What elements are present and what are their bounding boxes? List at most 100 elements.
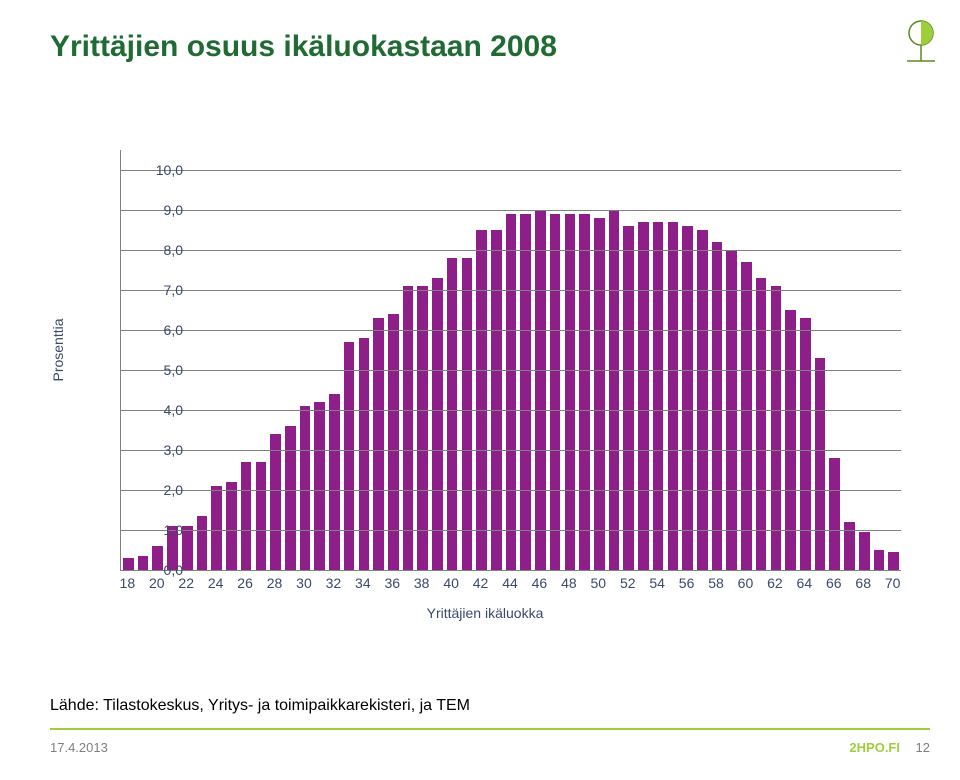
- gridline: [121, 330, 901, 331]
- x-tick-label: 48: [561, 575, 577, 591]
- x-tick-label: 30: [296, 575, 312, 591]
- gridline: [121, 290, 901, 291]
- footer-divider: [50, 728, 930, 730]
- bar: [668, 222, 679, 570]
- bar: [476, 230, 487, 570]
- bar: [432, 278, 443, 570]
- bar: [874, 550, 885, 570]
- gridline: [121, 370, 901, 371]
- x-tick-label: 40: [443, 575, 459, 591]
- x-tick-label: 68: [855, 575, 871, 591]
- x-tick-label: 20: [149, 575, 165, 591]
- footer-brand: 2HPO.FI: [849, 740, 900, 755]
- x-axis-label: Yrittäjien ikäluokka: [60, 605, 910, 621]
- y-tick-label: 8,0: [133, 242, 183, 258]
- y-tick-label: 10,0: [133, 162, 183, 178]
- x-tick-label: 64: [797, 575, 813, 591]
- y-tick-label: 3,0: [133, 442, 183, 458]
- bar: [182, 526, 193, 570]
- chart: Prosenttia Yrittäjien ikäluokka 0,01,02,…: [60, 140, 910, 640]
- footer-page: 12: [916, 740, 930, 755]
- bar: [285, 426, 296, 570]
- bar: [579, 214, 590, 570]
- bar: [594, 218, 605, 570]
- bar: [535, 210, 546, 570]
- x-tick-label: 58: [708, 575, 724, 591]
- bar: [888, 552, 899, 570]
- x-tick-label: 66: [826, 575, 842, 591]
- y-tick-label: 1,0: [133, 522, 183, 538]
- x-tick-label: 44: [502, 575, 518, 591]
- bar: [697, 230, 708, 570]
- bar: [300, 406, 311, 570]
- bar: [859, 532, 870, 570]
- bar: [491, 230, 502, 570]
- bar: [638, 222, 649, 570]
- bar: [800, 318, 811, 570]
- y-axis-label: Prosenttia: [50, 318, 66, 381]
- y-tick-label: 7,0: [133, 282, 183, 298]
- bar: [256, 462, 267, 570]
- x-tick-label: 56: [679, 575, 695, 591]
- gridline: [121, 530, 901, 531]
- x-tick-label: 62: [767, 575, 783, 591]
- bar: [520, 214, 531, 570]
- y-tick-label: 4,0: [133, 402, 183, 418]
- gridline: [121, 410, 901, 411]
- bar: [359, 338, 370, 570]
- bar: [314, 402, 325, 570]
- bar: [417, 286, 428, 570]
- bar: [771, 286, 782, 570]
- slide-title: Yrittäjien osuus ikäluokastaan 2008: [50, 30, 557, 64]
- x-tick-label: 54: [649, 575, 665, 591]
- bar: [506, 214, 517, 570]
- bar: [550, 214, 561, 570]
- bar: [211, 486, 222, 570]
- x-tick-label: 42: [473, 575, 489, 591]
- bar: [226, 482, 237, 570]
- x-tick-label: 24: [208, 575, 224, 591]
- plot-area: [120, 150, 901, 571]
- y-tick-label: 2,0: [133, 482, 183, 498]
- brand-logo-icon: [897, 15, 945, 68]
- bars-container: [121, 150, 901, 570]
- bar: [197, 516, 208, 570]
- y-tick-label: 6,0: [133, 322, 183, 338]
- y-tick-label: 9,0: [133, 202, 183, 218]
- bar: [712, 242, 723, 570]
- bar: [462, 258, 473, 570]
- bar: [373, 318, 384, 570]
- bar: [609, 210, 620, 570]
- bar: [388, 314, 399, 570]
- x-tick-label: 28: [267, 575, 283, 591]
- bar: [270, 434, 281, 570]
- y-tick-label: 5,0: [133, 362, 183, 378]
- x-tick-label: 22: [178, 575, 194, 591]
- x-tick-label: 36: [384, 575, 400, 591]
- x-tick-label: 46: [532, 575, 548, 591]
- bar: [815, 358, 826, 570]
- x-tick-label: 38: [414, 575, 430, 591]
- bar: [785, 310, 796, 570]
- slide: Yrittäjien osuus ikäluokastaan 2008 Pros…: [0, 0, 960, 780]
- bar: [829, 458, 840, 570]
- bar: [623, 226, 634, 570]
- gridline: [121, 210, 901, 211]
- bar: [741, 262, 752, 570]
- x-tick-label: 70: [885, 575, 901, 591]
- bar: [329, 394, 340, 570]
- x-tick-label: 52: [620, 575, 636, 591]
- bar: [241, 462, 252, 570]
- source-text: Lähde: Tilastokeskus, Yritys- ja toimipa…: [50, 697, 470, 715]
- x-tick-label: 26: [237, 575, 253, 591]
- x-tick-label: 18: [120, 575, 136, 591]
- bar: [756, 278, 767, 570]
- bar: [344, 342, 355, 570]
- x-tick-label: 50: [591, 575, 607, 591]
- x-tick-label: 34: [355, 575, 371, 591]
- x-tick-label: 32: [326, 575, 342, 591]
- bar: [565, 214, 576, 570]
- bar: [682, 226, 693, 570]
- gridline: [121, 490, 901, 491]
- bar: [447, 258, 458, 570]
